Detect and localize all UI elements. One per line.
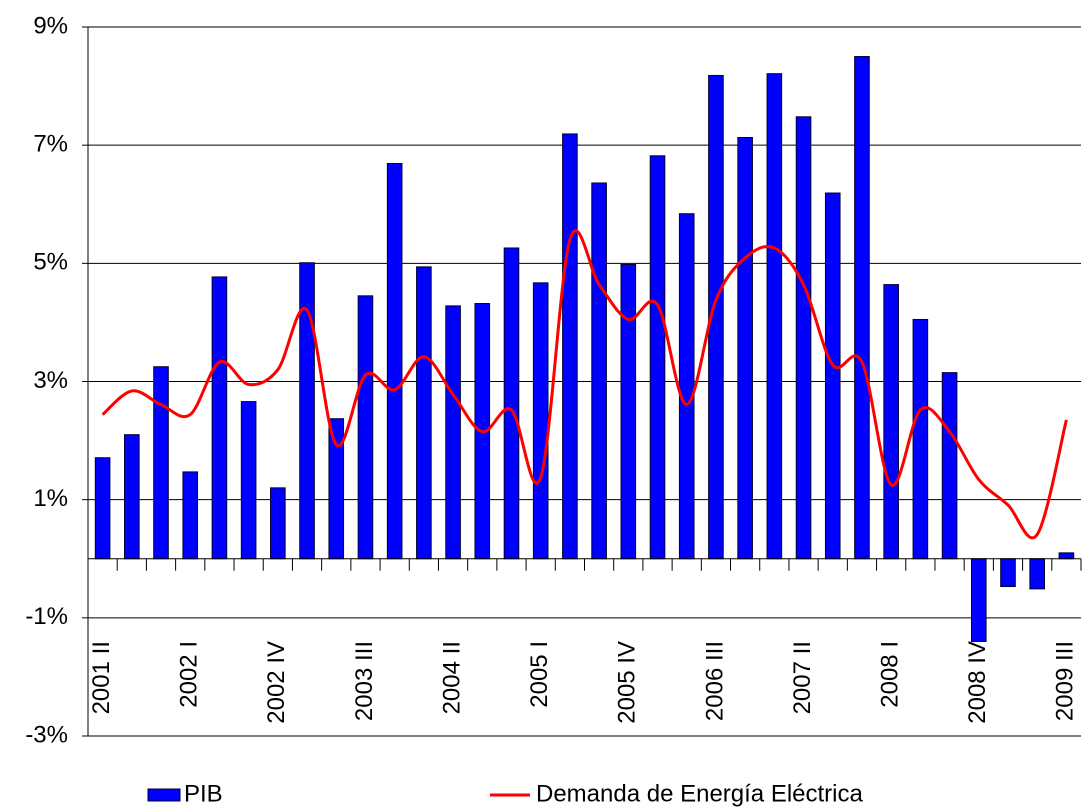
x-tick-label: 2001 II	[88, 641, 115, 714]
bar	[649, 155, 666, 560]
bar	[299, 262, 315, 560]
bar	[1029, 558, 1045, 590]
bar	[182, 471, 199, 560]
legend-label: Demanda de Energía Eléctrica	[536, 780, 864, 807]
x-tick-label: 2006 III	[701, 641, 728, 721]
bar	[854, 56, 870, 560]
bar	[824, 192, 841, 560]
y-tick-label: 7%	[33, 131, 68, 158]
bar	[912, 318, 929, 560]
bar	[795, 116, 812, 560]
bar	[211, 276, 228, 560]
x-tick-label: 2008 I	[877, 641, 904, 708]
x-tick-label: 2002 IV	[263, 641, 290, 724]
y-tick-label: 3%	[33, 367, 68, 394]
x-tick-label: 2002 I	[176, 641, 203, 708]
bar	[445, 305, 461, 560]
bar	[678, 213, 695, 560]
x-tick-label: 2004 II	[438, 641, 465, 714]
x-tick-label: 2005 IV	[614, 641, 641, 724]
bar	[153, 366, 169, 560]
y-tick-label: 1%	[33, 485, 68, 512]
bar	[357, 295, 374, 560]
x-tick-label: 2007 II	[789, 641, 816, 714]
x-tick-label: 2008 IV	[964, 641, 991, 724]
x-tick-label: 2009 III	[1052, 641, 1079, 721]
y-tick-label: -3%	[25, 721, 68, 748]
bar	[532, 282, 549, 560]
bar	[124, 434, 140, 560]
bar	[240, 401, 257, 560]
bar	[766, 73, 783, 560]
bar	[1058, 552, 1075, 560]
x-tick-label: 2005 I	[526, 641, 553, 708]
y-tick-label: 5%	[33, 249, 68, 276]
line	[101, 229, 1068, 540]
bar	[883, 284, 899, 560]
bar	[620, 264, 637, 560]
bar	[503, 247, 520, 560]
bar	[591, 182, 607, 560]
bar	[270, 487, 286, 560]
bar	[386, 162, 403, 560]
legend-label: PIB	[184, 780, 223, 807]
bar	[941, 372, 958, 560]
y-tick-label: 9%	[33, 12, 68, 39]
bar	[1000, 558, 1016, 588]
bar	[94, 457, 111, 560]
x-tick-label: 2003 III	[351, 641, 378, 721]
bar	[416, 266, 432, 560]
bar	[737, 136, 753, 560]
bar	[970, 558, 987, 642]
legend-swatch	[147, 788, 181, 802]
bar	[328, 418, 345, 560]
bar	[562, 133, 578, 560]
y-tick-label: -1%	[25, 603, 68, 630]
